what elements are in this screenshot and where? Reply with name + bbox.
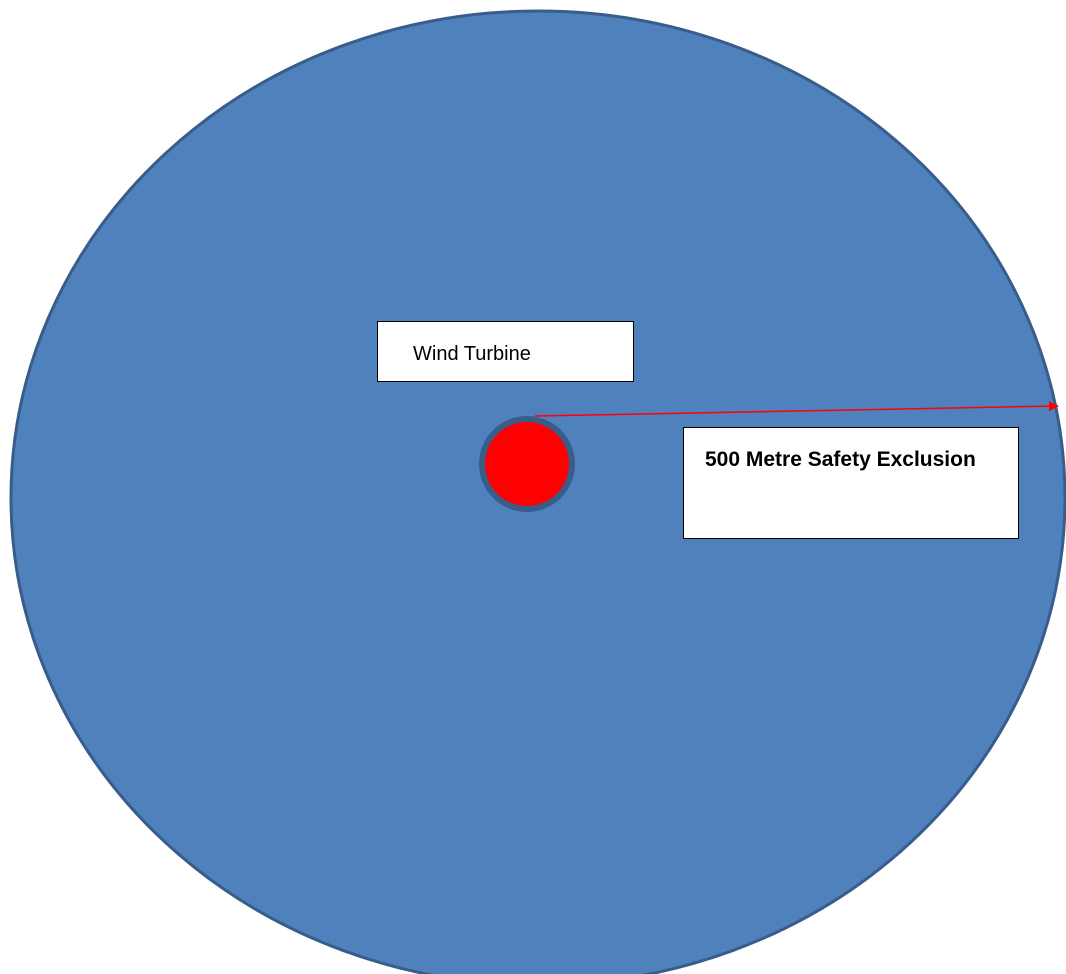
radius-arrow (534, 401, 1059, 417)
wind-turbine-marker (479, 416, 575, 512)
exclusion-zone-label-text: 500 Metre Safety Exclusion (705, 448, 976, 471)
wind-turbine-label-text: Wind Turbine (413, 343, 531, 365)
exclusion-zone-label: 500 Metre Safety Exclusion (683, 427, 1019, 539)
wind-turbine-label: Wind Turbine (377, 321, 634, 382)
